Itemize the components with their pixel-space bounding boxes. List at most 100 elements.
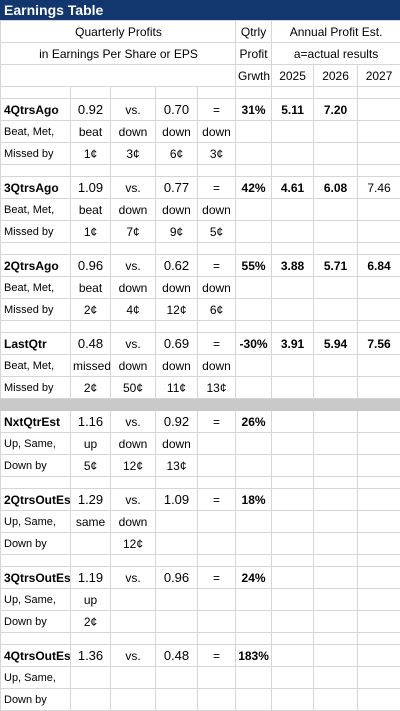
amount-value [198, 689, 236, 711]
amount-value [111, 689, 156, 711]
row-sub-label: Down by [1, 689, 71, 711]
empty-cell [314, 299, 358, 321]
annual-estimate-2027: 7.46 [358, 177, 400, 199]
amount-value [111, 611, 156, 633]
amount-value [71, 533, 111, 555]
equals-label: = [198, 411, 236, 433]
annual-estimate-2025: 3.88 [272, 255, 314, 277]
status-word: missed [71, 355, 111, 377]
growth-value: -30% [236, 333, 272, 355]
status-word: down [198, 121, 236, 143]
empty-cell [236, 143, 272, 165]
empty-cell [314, 567, 358, 589]
empty-cell [272, 645, 314, 667]
empty-cell [358, 611, 400, 633]
eps-current: 1.09 [71, 177, 111, 199]
amount-value: 9¢ [156, 221, 198, 243]
equals-label: = [198, 255, 236, 277]
growth-value: 18% [236, 489, 272, 511]
status-word: down [156, 433, 198, 455]
row-sub-label: Up, Same, [1, 667, 71, 689]
status-word: down [156, 121, 198, 143]
status-word: down [156, 355, 198, 377]
empty-cell [236, 455, 272, 477]
growth-value: 26% [236, 411, 272, 433]
empty-cell [314, 199, 358, 221]
empty-cell [358, 511, 400, 533]
eps-current: 0.92 [71, 99, 111, 121]
empty-cell [272, 277, 314, 299]
empty-cell [272, 433, 314, 455]
row-sub-label: Down by [1, 455, 71, 477]
amount-value [198, 611, 236, 633]
annual-estimate-2026: 5.94 [314, 333, 358, 355]
status-word: down [198, 199, 236, 221]
empty-cell [358, 689, 400, 711]
row-sub-label: Missed by [1, 221, 71, 243]
row-sub-label: Beat, Met, [1, 121, 71, 143]
empty-cell [272, 377, 314, 399]
amount-value [156, 689, 198, 711]
row-gap [1, 633, 400, 645]
empty-cell [272, 411, 314, 433]
equals-label: = [198, 177, 236, 199]
annual-estimate-2026: 5.71 [314, 255, 358, 277]
empty-cell [236, 199, 272, 221]
empty-cell [358, 299, 400, 321]
vs-label: vs. [111, 333, 156, 355]
vs-label: vs. [111, 177, 156, 199]
empty-cell [314, 277, 358, 299]
annual-estimate-2025: 4.61 [272, 177, 314, 199]
amount-value [198, 533, 236, 555]
amount-value: 5¢ [71, 455, 111, 477]
annual-estimate-2025: 3.91 [272, 333, 314, 355]
amount-value: 6¢ [156, 143, 198, 165]
row-name: 2QtrsAgo [1, 255, 71, 277]
amount-value: 12¢ [111, 533, 156, 555]
header-year-2025: 2025 [272, 65, 314, 87]
row-gap [1, 477, 400, 489]
status-word: down [111, 199, 156, 221]
eps-current: 1.29 [71, 489, 111, 511]
eps-prior: 0.48 [156, 645, 198, 667]
row-sub-label: Missed by [1, 377, 71, 399]
amount-value: 11¢ [156, 377, 198, 399]
empty-cell [314, 667, 358, 689]
row-gap [1, 243, 400, 255]
empty-cell [314, 533, 358, 555]
status-word: down [111, 355, 156, 377]
header-line1: Quarterly Profits [1, 21, 236, 43]
empty-cell [236, 221, 272, 243]
amount-value: 3¢ [111, 143, 156, 165]
empty-cell [358, 277, 400, 299]
empty-cell [236, 355, 272, 377]
earnings-table-page: Earnings Table Quarterly Profits Qtrly A… [0, 0, 400, 600]
amount-value: 6¢ [198, 299, 236, 321]
row-name: 3QtrsOutEst [1, 567, 71, 589]
amount-value [198, 455, 236, 477]
empty-cell [272, 533, 314, 555]
row-name: LastQtr [1, 333, 71, 355]
status-word: down [198, 277, 236, 299]
empty-cell [236, 299, 272, 321]
header-year-2026: 2026 [314, 65, 358, 87]
eps-current: 1.36 [71, 645, 111, 667]
amount-value: 7¢ [111, 221, 156, 243]
row-sub-label: Missed by [1, 299, 71, 321]
empty-cell [236, 121, 272, 143]
annual-estimate-2027: 7.56 [358, 333, 400, 355]
growth-value: 55% [236, 255, 272, 277]
status-word: beat [71, 121, 111, 143]
row-name: 2QtrsOutEst [1, 489, 71, 511]
equals-label: = [198, 567, 236, 589]
annual-estimate-2026: 6.08 [314, 177, 358, 199]
empty-cell [314, 489, 358, 511]
eps-prior: 0.62 [156, 255, 198, 277]
